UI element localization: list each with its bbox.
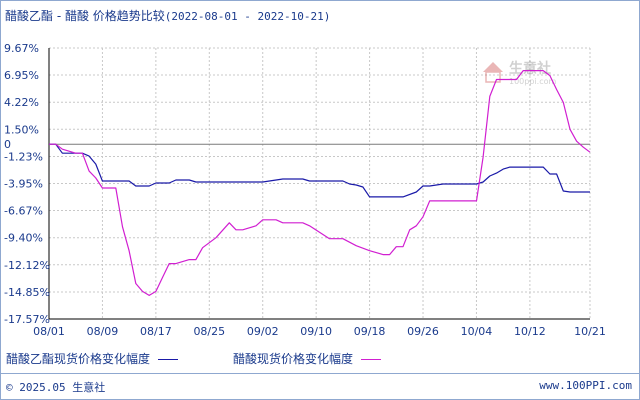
y-zero-label: 0 [4,138,11,151]
legend-swatch-ethyl-acetate [158,359,179,360]
y-tick-label: 6.95% [4,69,39,82]
y-tick-label: -6.67% [4,205,43,218]
chart-title-date-range: (2022-08-01 - 2022-10-21) [164,10,331,23]
x-tick-label: 09/10 [300,325,332,338]
watermark-brand: 生意社 [509,60,551,77]
watermark-logo: 生意社 100ppi.com [483,60,556,86]
x-tick-label: 10/12 [514,325,546,338]
axis-tick-labels: 9.67% 6.95% 4.22% 1.50% -1.23% -3.95% -6.67% -9… [4,42,606,338]
x-tick-label: 08/17 [140,325,172,338]
x-tick-label: 09/18 [354,325,386,338]
axes [48,48,590,320]
legend-item-ethyl-acetate: 醋酸乙酯现货价格变化幅度 [6,350,179,367]
y-tick-label: -9.40% [4,232,43,245]
x-tick-label: 08/01 [33,325,65,338]
chart-title-main: 醋酸乙酯 - 醋酸 价格趋势比较 [5,9,165,23]
series-line-ethyl-acetate [49,143,590,198]
chart-title: 醋酸乙酯 - 醋酸 价格趋势比较(2022-08-01 - 2022-10-21… [5,7,330,24]
house-body-icon [485,71,501,83]
grid-lines [48,47,591,320]
x-tick-label: 09/26 [407,325,439,338]
legend-item-acetic-acid: 醋酸现货价格变化幅度 [233,350,382,367]
footer-divider [0,373,640,374]
x-tick-label: 08/09 [87,325,119,338]
y-tick-label: 9.67% [4,42,39,55]
legend-label-ethyl-acetate: 醋酸乙酯现货价格变化幅度 [6,352,151,366]
footer-brand: 生意社 [72,381,106,394]
y-tick-label: -14.85% [4,286,50,299]
watermark-url: 100ppi.com [509,77,556,86]
y-tick-label: -12.12% [4,259,50,272]
y-tick-label: -1.23% [4,150,43,163]
footer-year: 2025.05 [19,381,66,394]
y-tick-label: 4.22% [4,96,39,109]
house-roof-icon [483,62,503,72]
x-tick-label: 08/25 [193,325,225,338]
y-tick-label: -17.57% [4,313,50,326]
series-line-acetic-acid [49,69,591,296]
series-lines [49,69,591,296]
x-tick-label: 09/02 [247,325,279,338]
copyright-symbol: © [6,381,13,394]
x-tick-label: 10/04 [461,325,493,338]
y-tick-label: 1.50% [4,123,39,136]
footer-copyright: © 2025.05 生意社 [6,379,105,395]
y-tick-label: -3.95% [4,178,43,191]
legend-swatch-acetic-acid [361,359,382,360]
footer-site-link[interactable]: www.100PPI.com [539,379,632,392]
x-tick-label: 10/21 [574,325,606,338]
legend-label-acetic-acid: 醋酸现货价格变化幅度 [233,352,354,366]
